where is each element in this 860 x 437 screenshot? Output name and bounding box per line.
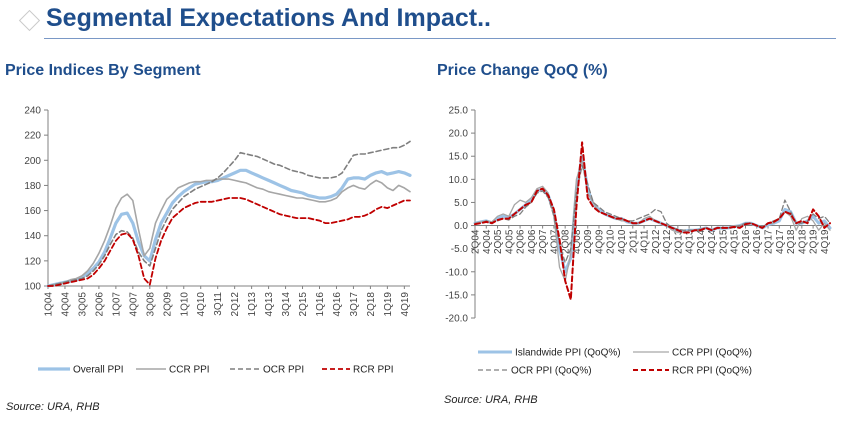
legend-label: OCR PPI (QoQ%)	[511, 366, 592, 377]
x-tick-label: 3Q11	[213, 292, 224, 316]
x-tick-label: 4Q11	[640, 229, 651, 253]
legend-label: RCR PPI (QoQ%)	[672, 366, 752, 377]
x-tick-label: 2Q15	[718, 229, 729, 254]
y-tick-label: 20.0	[449, 129, 469, 140]
x-tick-label: 2Q18	[366, 292, 377, 317]
left-source-note: Source: URA, RHB	[6, 401, 100, 413]
series-line	[47, 197, 411, 287]
y-tick-label: 140	[24, 231, 41, 242]
x-tick-label: 4Q04	[482, 229, 493, 254]
x-tick-label: 4Q06	[527, 229, 538, 254]
x-tick-label: 1Q19	[383, 292, 394, 317]
x-tick-label: 2Q14	[696, 229, 707, 254]
x-tick-label: 2Q09	[162, 292, 173, 317]
x-tick-label: 4Q15	[730, 229, 741, 254]
series-line	[47, 178, 411, 287]
x-tick-label: 4Q16	[752, 229, 763, 254]
series-line	[46, 168, 412, 288]
x-tick-label: 4Q10	[196, 292, 207, 317]
legend-label: Overall PPI	[73, 365, 124, 376]
x-tick-label: 2Q06	[516, 229, 527, 254]
x-tick-label: 4Q19	[820, 229, 831, 254]
legend-label: RCR PPI	[353, 365, 394, 376]
x-tick-label: 3Q14	[281, 292, 292, 317]
y-tick-label: 25.0	[449, 106, 469, 117]
y-tick-label: -15.0	[445, 290, 468, 301]
x-tick-label: 4Q18	[797, 229, 808, 254]
legend-label: CCR PPI (QoQ%)	[672, 348, 752, 359]
y-tick-label: 200	[24, 156, 41, 167]
slide-header: Segmental Expectations And Impact..	[0, 0, 860, 44]
series-line	[474, 164, 831, 264]
y-tick-label: 0.0	[454, 221, 468, 232]
y-tick-label: 100	[24, 282, 41, 293]
right-source-note: Source: URA, RHB	[444, 394, 538, 406]
y-tick-label: -20.0	[445, 314, 468, 325]
legend-label: Islandwide PPI (QoQ%)	[515, 348, 621, 359]
x-tick-label: 4Q08	[572, 229, 583, 254]
x-tick-label: 2Q08	[561, 229, 572, 254]
x-tick-label: 2Q15	[298, 292, 309, 317]
y-tick-label: -5.0	[451, 244, 469, 255]
x-tick-label: 2Q17	[764, 229, 775, 254]
y-tick-label: 15.0	[449, 152, 469, 163]
x-tick-label: 4Q10	[617, 229, 628, 254]
x-tick-label: 4Q12	[662, 229, 673, 254]
y-tick-label: 120	[24, 256, 41, 267]
x-tick-label: 2Q12	[651, 229, 662, 254]
x-tick-label: 2Q11	[628, 229, 639, 253]
right-chart-title: Price Change QoQ (%)	[437, 62, 608, 79]
x-tick-label: 2Q16	[741, 229, 752, 254]
x-tick-label: 1Q07	[111, 292, 122, 317]
x-tick-label: 1Q13	[247, 292, 258, 317]
series-line	[474, 141, 831, 301]
y-tick-label: 220	[24, 131, 41, 142]
x-tick-label: 4Q13	[685, 229, 696, 254]
title-divider	[44, 38, 836, 39]
y-tick-label: 180	[24, 181, 41, 192]
y-tick-label: 240	[24, 106, 41, 117]
left-chart-title: Price Indices By Segment	[5, 62, 201, 79]
x-tick-label: 2Q12	[230, 292, 241, 317]
x-tick-label: 4Q07	[128, 292, 139, 317]
x-tick-label: 3Q05	[77, 292, 88, 317]
y-tick-label: 10.0	[449, 175, 469, 186]
x-tick-label: 4Q14	[707, 229, 718, 254]
x-tick-label: 4Q17	[775, 229, 786, 254]
x-tick-label: 4Q04	[60, 292, 71, 317]
legend-label: CCR PPI	[169, 365, 210, 376]
x-tick-label: 2Q07	[538, 229, 549, 254]
x-tick-label: 4Q07	[549, 229, 560, 254]
y-tick-label: -10.0	[445, 267, 468, 278]
series-line	[47, 140, 411, 287]
x-tick-label: 2Q04	[471, 229, 482, 254]
x-tick-label: 2Q05	[493, 229, 504, 254]
x-tick-label: 2Q10	[606, 229, 617, 254]
y-tick-label: 160	[24, 206, 41, 217]
x-tick-label: 2Q09	[583, 229, 594, 254]
series-line	[473, 154, 832, 274]
x-tick-label: 4Q05	[504, 229, 515, 254]
slide-title: Segmental Expectations And Impact..	[46, 4, 492, 32]
x-tick-label: 4Q13	[264, 292, 275, 317]
x-tick-label: 4Q09	[594, 229, 605, 254]
x-tick-label: 2Q13	[673, 229, 684, 254]
legend-label: OCR PPI	[263, 365, 304, 376]
x-tick-label: 2Q19	[809, 229, 820, 254]
x-tick-label: 3Q08	[145, 292, 156, 317]
x-tick-label: 1Q04	[44, 292, 55, 317]
x-tick-label: 2Q18	[786, 229, 797, 254]
x-tick-label: 1Q10	[179, 292, 190, 317]
x-tick-label: 4Q16	[332, 292, 343, 317]
x-tick-label: 2Q06	[94, 292, 105, 317]
x-tick-label: 1Q16	[315, 292, 326, 317]
x-tick-label: 4Q19	[400, 292, 411, 317]
price-indices-chart: 100 120 140 160 180 200 220 240 1Q04 4Q04 3Q05 2Q06…	[24, 106, 412, 376]
y-tick-label: 5.0	[454, 198, 468, 209]
x-tick-label: 3Q17	[349, 292, 360, 317]
